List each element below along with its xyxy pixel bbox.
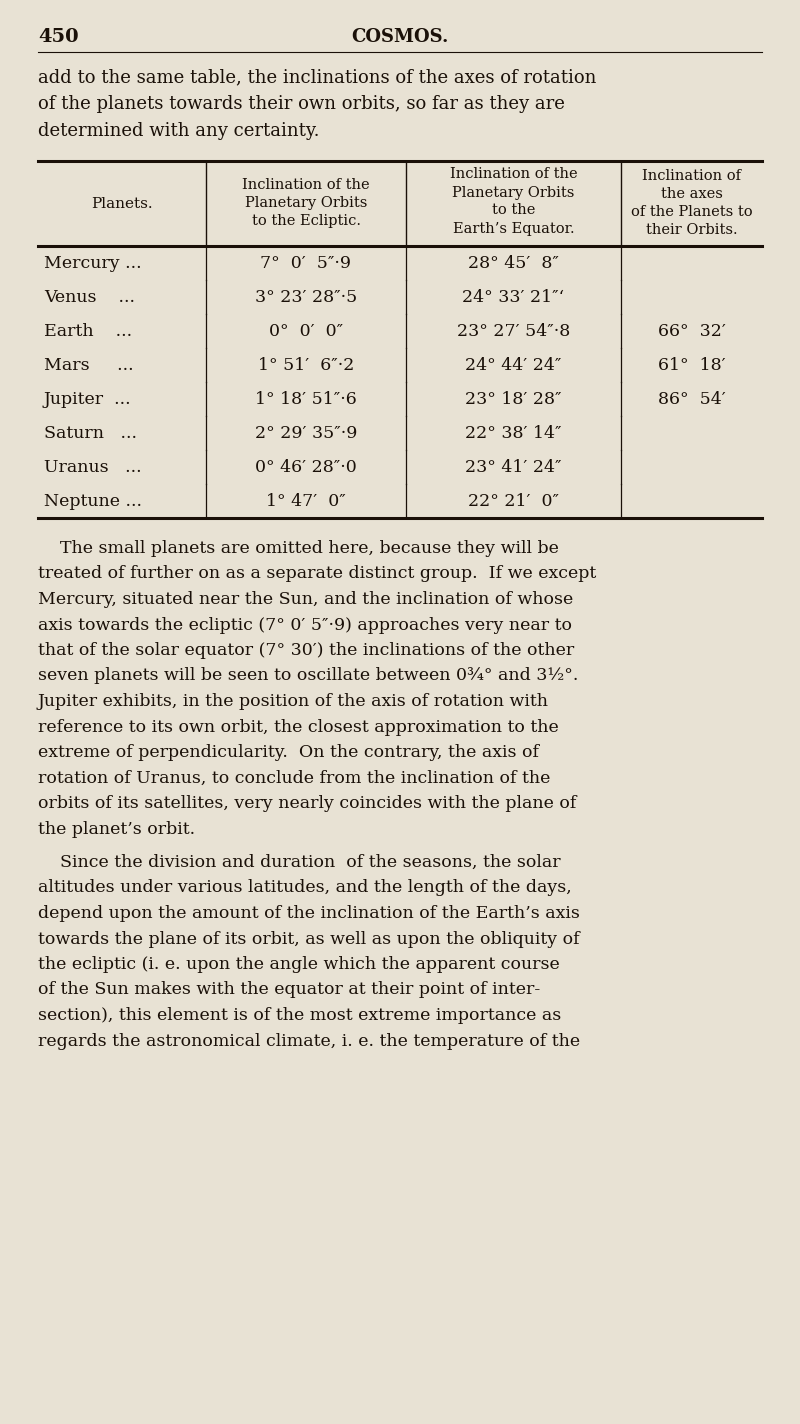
Text: Planets.: Planets. — [91, 197, 153, 211]
Text: 0°  0′  0″: 0° 0′ 0″ — [269, 322, 343, 339]
Text: 3° 23′ 28″·5: 3° 23′ 28″·5 — [255, 289, 357, 306]
Text: 24° 44′ 24″: 24° 44′ 24″ — [466, 356, 562, 373]
Text: Mercury ...: Mercury ... — [44, 255, 142, 272]
Text: Planetary Orbits: Planetary Orbits — [452, 185, 574, 199]
Text: of the Sun makes with the equator at their point of inter-: of the Sun makes with the equator at the… — [38, 981, 540, 998]
Text: Venus    ...: Venus ... — [44, 289, 135, 306]
Text: Saturn   ...: Saturn ... — [44, 424, 137, 441]
Text: Inclination of the: Inclination of the — [242, 178, 370, 192]
Text: 23° 41′ 24″: 23° 41′ 24″ — [466, 459, 562, 476]
Text: Inclination of: Inclination of — [642, 169, 741, 184]
Text: The small planets are omitted here, because they will be: The small planets are omitted here, beca… — [38, 540, 559, 557]
Text: COSMOS.: COSMOS. — [351, 28, 449, 46]
Text: 2° 29′ 35″·9: 2° 29′ 35″·9 — [255, 424, 357, 441]
Text: Since the division and duration  of the seasons, the solar: Since the division and duration of the s… — [38, 854, 561, 871]
Text: regards the astronomical climate, i. e. the temperature of the: regards the astronomical climate, i. e. … — [38, 1032, 580, 1049]
Text: axis towards the ecliptic (7° 0′ 5″·9) approaches very near to: axis towards the ecliptic (7° 0′ 5″·9) a… — [38, 617, 572, 634]
Text: Earth    ...: Earth ... — [44, 322, 132, 339]
Text: section), this element is of the most extreme importance as: section), this element is of the most ex… — [38, 1007, 562, 1024]
Text: 23° 27′ 54″·8: 23° 27′ 54″·8 — [457, 322, 570, 339]
Text: Jupiter exhibits, in the position of the axis of rotation with: Jupiter exhibits, in the position of the… — [38, 693, 549, 711]
Text: 86°  54′: 86° 54′ — [658, 390, 726, 407]
Text: 450: 450 — [38, 28, 78, 46]
Text: altitudes under various latitudes, and the length of the days,: altitudes under various latitudes, and t… — [38, 880, 572, 897]
Text: 1° 18′ 51″·6: 1° 18′ 51″·6 — [255, 390, 357, 407]
Text: Planetary Orbits: Planetary Orbits — [245, 197, 367, 209]
Text: to the: to the — [492, 204, 535, 218]
Text: 61°  18′: 61° 18′ — [658, 356, 726, 373]
Text: Jupiter  ...: Jupiter ... — [44, 390, 132, 407]
Text: Earth’s Equator.: Earth’s Equator. — [453, 222, 574, 235]
Text: 22° 21′  0″: 22° 21′ 0″ — [468, 493, 559, 510]
Text: of the Planets to: of the Planets to — [630, 205, 752, 219]
Text: towards the plane of its orbit, as well as upon the obliquity of: towards the plane of its orbit, as well … — [38, 930, 580, 947]
Text: 22° 38′ 14″: 22° 38′ 14″ — [466, 424, 562, 441]
Text: 28° 45′  8″: 28° 45′ 8″ — [468, 255, 559, 272]
Text: 66°  32′: 66° 32′ — [658, 322, 726, 339]
Text: 23° 18′ 28″: 23° 18′ 28″ — [466, 390, 562, 407]
Text: 1° 51′  6″·2: 1° 51′ 6″·2 — [258, 356, 354, 373]
Text: Inclination of the: Inclination of the — [450, 168, 578, 181]
Text: reference to its own orbit, the closest approximation to the: reference to its own orbit, the closest … — [38, 719, 558, 736]
Text: 1° 47′  0″: 1° 47′ 0″ — [266, 493, 346, 510]
Text: their Orbits.: their Orbits. — [646, 224, 738, 238]
Text: orbits of its satellites, very nearly coincides with the plane of: orbits of its satellites, very nearly co… — [38, 795, 576, 812]
Text: of the planets towards their own orbits, so far as they are: of the planets towards their own orbits,… — [38, 95, 565, 112]
Text: Mercury, situated near the Sun, and the inclination of whose: Mercury, situated near the Sun, and the … — [38, 591, 574, 608]
Text: that of the solar equator (7° 30′) the inclinations of the other: that of the solar equator (7° 30′) the i… — [38, 642, 574, 659]
Text: Uranus   ...: Uranus ... — [44, 459, 142, 476]
Text: depend upon the amount of the inclination of the Earth’s axis: depend upon the amount of the inclinatio… — [38, 906, 580, 921]
Text: Neptune ...: Neptune ... — [44, 493, 142, 510]
Text: the planet’s orbit.: the planet’s orbit. — [38, 820, 195, 837]
Text: to the Ecliptic.: to the Ecliptic. — [251, 214, 361, 228]
Text: 24° 33′ 21″ʻ: 24° 33′ 21″ʻ — [462, 289, 565, 306]
Text: add to the same table, the inclinations of the axes of rotation: add to the same table, the inclinations … — [38, 68, 596, 85]
Text: 7°  0′  5″·9: 7° 0′ 5″·9 — [261, 255, 351, 272]
Text: determined with any certainty.: determined with any certainty. — [38, 122, 319, 140]
Text: seven planets will be seen to oscillate between 0¾° and 3½°.: seven planets will be seen to oscillate … — [38, 668, 578, 685]
Text: rotation of Uranus, to conclude from the inclination of the: rotation of Uranus, to conclude from the… — [38, 769, 550, 786]
Text: treated of further on as a separate distinct group.  If we except: treated of further on as a separate dist… — [38, 565, 596, 582]
Text: the ecliptic (i. e. upon the angle which the apparent course: the ecliptic (i. e. upon the angle which… — [38, 956, 560, 973]
Text: the axes: the axes — [661, 188, 722, 202]
Text: 0° 46′ 28″·0: 0° 46′ 28″·0 — [255, 459, 357, 476]
Text: Mars     ...: Mars ... — [44, 356, 134, 373]
Text: extreme of perpendicularity.  On the contrary, the axis of: extreme of perpendicularity. On the cont… — [38, 743, 539, 760]
